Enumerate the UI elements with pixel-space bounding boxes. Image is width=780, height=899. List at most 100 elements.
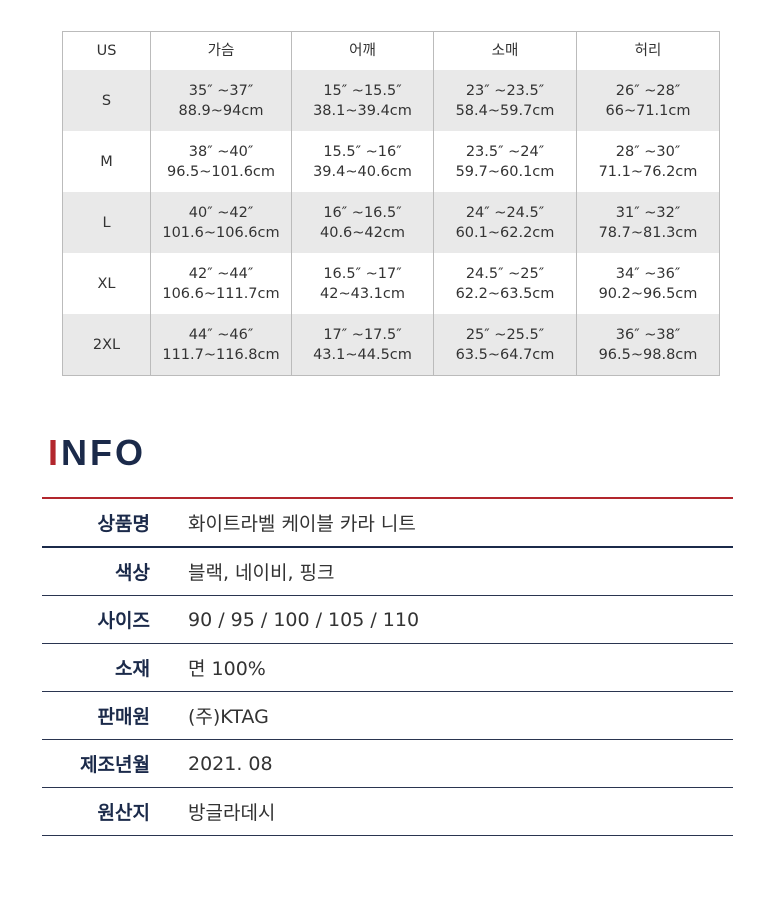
cm-value: 96.5~101.6cm [166, 163, 276, 180]
cm-value: 40.6~42cm [320, 224, 405, 241]
cm-value: 90.2~96.5cm [598, 285, 698, 302]
info-value: 블랙, 네이비, 핑크 [188, 562, 335, 584]
cm-value: 96.5~98.8cm [598, 346, 698, 363]
inch-value: 38″ ~40″ [188, 143, 254, 160]
measure-cell: 16.5″ ~17″ 42~43.1cm [291, 253, 434, 314]
size-label: L [62, 192, 151, 253]
info-value: 면 100% [188, 658, 266, 680]
info-value: 화이트라벨 케이블 카라 니트 [188, 513, 416, 535]
cm-value: 38.1~39.4cm [313, 102, 412, 119]
measure-cell: 24.5″ ~25″ 62.2~63.5cm [433, 253, 577, 314]
measure-cell: 15″ ~15.5″ 38.1~39.4cm [291, 70, 434, 131]
header-waist: 허리 [576, 31, 720, 70]
measure-cell: 17″ ~17.5″ 43.1~44.5cm [291, 314, 434, 376]
inch-value: 17″ ~17.5″ [323, 326, 402, 343]
info-value: (주)KTAG [188, 706, 269, 728]
header-shoulder: 어깨 [291, 31, 434, 70]
info-label: 사이즈 [97, 610, 150, 632]
measure-cell: 16″ ~16.5″ 40.6~42cm [291, 192, 434, 253]
cm-value: 88.9~94cm [178, 102, 264, 119]
info-label: 상품명 [97, 513, 150, 535]
cm-value: 106.6~111.7cm [162, 285, 280, 302]
size-label: S [62, 70, 151, 131]
cm-value: 62.2~63.5cm [455, 285, 555, 302]
header-sleeve: 소매 [433, 31, 577, 70]
size-table-header: US 가슴 어깨 소매 허리 [62, 31, 720, 70]
info-label: 판매원 [97, 706, 150, 728]
info-title-accent: I [48, 432, 62, 473]
table-row: 2XL 44″ ~46″ 111.7~116.8cm 17″ ~17.5″ 43.1~4… [62, 314, 720, 376]
inch-value: 16.5″ ~17″ [323, 265, 402, 282]
inch-value: 23.5″ ~24″ [465, 143, 545, 160]
cm-value: 71.1~76.2cm [598, 163, 698, 180]
info-row: 상품명 화이트라벨 케이블 카라 니트 [42, 499, 733, 548]
header-us: US [62, 31, 151, 70]
info-label: 제조년월 [80, 754, 150, 776]
table-row: XL 42″ ~44″ 106.6~111.7cm 16.5″ ~17″ 42~43.1… [62, 253, 720, 314]
measure-cell: 40″ ~42″ 101.6~106.6cm [150, 192, 292, 253]
inch-value: 25″ ~25.5″ [465, 326, 545, 343]
table-row: M 38″ ~40″ 96.5~101.6cm 15.5″ ~16″ 39.4~40.6… [62, 131, 720, 192]
cm-value: 66~71.1cm [605, 102, 691, 119]
header-chest: 가슴 [150, 31, 292, 70]
cm-value: 58.4~59.7cm [455, 102, 555, 119]
info-row: 원산지 방글라데시 [42, 788, 733, 836]
size-label: XL [62, 253, 151, 314]
divider-red [42, 497, 733, 499]
info-row: 소재 면 100% [42, 644, 733, 692]
inch-value: 35″ ~37″ [188, 82, 254, 99]
inch-value: 15″ ~15.5″ [323, 82, 402, 99]
measure-cell: 36″ ~38″ 96.5~98.8cm [576, 314, 720, 376]
inch-value: 40″ ~42″ [188, 204, 254, 221]
measure-cell: 23.5″ ~24″ 59.7~60.1cm [433, 131, 577, 192]
inch-value: 31″ ~32″ [615, 204, 681, 221]
info-title-rest: NFO [61, 432, 147, 473]
info-value: 2021. 08 [188, 752, 273, 775]
info-label: 원산지 [97, 802, 150, 824]
measure-cell: 15.5″ ~16″ 39.4~40.6cm [291, 131, 434, 192]
measure-cell: 38″ ~40″ 96.5~101.6cm [150, 131, 292, 192]
measure-cell: 23″ ~23.5″ 58.4~59.7cm [433, 70, 577, 131]
measure-cell: 26″ ~28″ 66~71.1cm [576, 70, 720, 131]
info-label: 색상 [115, 562, 150, 584]
cm-value: 43.1~44.5cm [313, 346, 412, 363]
info-title: INFO [48, 432, 146, 474]
info-value: 90 / 95 / 100 / 105 / 110 [188, 608, 420, 631]
info-label: 소재 [115, 658, 150, 680]
inch-value: 28″ ~30″ [615, 143, 681, 160]
cm-value: 78.7~81.3cm [598, 224, 698, 241]
measure-cell: 31″ ~32″ 78.7~81.3cm [576, 192, 720, 253]
measure-cell: 28″ ~30″ 71.1~76.2cm [576, 131, 720, 192]
inch-value: 15.5″ ~16″ [323, 143, 402, 160]
measure-cell: 42″ ~44″ 106.6~111.7cm [150, 253, 292, 314]
inch-value: 26″ ~28″ [615, 82, 681, 99]
cm-value: 39.4~40.6cm [313, 163, 412, 180]
inch-value: 42″ ~44″ [188, 265, 254, 282]
info-row: 판매원 (주)KTAG [42, 692, 733, 740]
size-label: M [62, 131, 151, 192]
info-value: 방글라데시 [188, 802, 276, 824]
table-row: L 40″ ~42″ 101.6~106.6cm 16″ ~16.5″ 40.6~42c… [62, 192, 720, 253]
cm-value: 101.6~106.6cm [162, 224, 280, 241]
measure-cell: 34″ ~36″ 90.2~96.5cm [576, 253, 720, 314]
inch-value: 24″ ~24.5″ [465, 204, 545, 221]
cm-value: 59.7~60.1cm [455, 163, 555, 180]
measure-cell: 25″ ~25.5″ 63.5~64.7cm [433, 314, 577, 376]
size-label: 2XL [62, 314, 151, 376]
inch-value: 23″ ~23.5″ [465, 82, 545, 99]
measure-cell: 24″ ~24.5″ 60.1~62.2cm [433, 192, 577, 253]
cm-value: 63.5~64.7cm [455, 346, 555, 363]
cm-value: 60.1~62.2cm [455, 224, 555, 241]
cm-value: 111.7~116.8cm [162, 346, 280, 363]
inch-value: 36″ ~38″ [615, 326, 681, 343]
cm-value: 42~43.1cm [320, 285, 405, 302]
table-row: S 35″ ~37″ 88.9~94cm 15″ ~15.5″ 38.1~39.4cm 2… [62, 70, 720, 131]
inch-value: 34″ ~36″ [615, 265, 681, 282]
inch-value: 44″ ~46″ [188, 326, 254, 343]
measure-cell: 35″ ~37″ 88.9~94cm [150, 70, 292, 131]
info-row: 사이즈 90 / 95 / 100 / 105 / 110 [42, 596, 733, 644]
info-row: 색상 블랙, 네이비, 핑크 [42, 548, 733, 596]
inch-value: 24.5″ ~25″ [465, 265, 545, 282]
inch-value: 16″ ~16.5″ [323, 204, 402, 221]
